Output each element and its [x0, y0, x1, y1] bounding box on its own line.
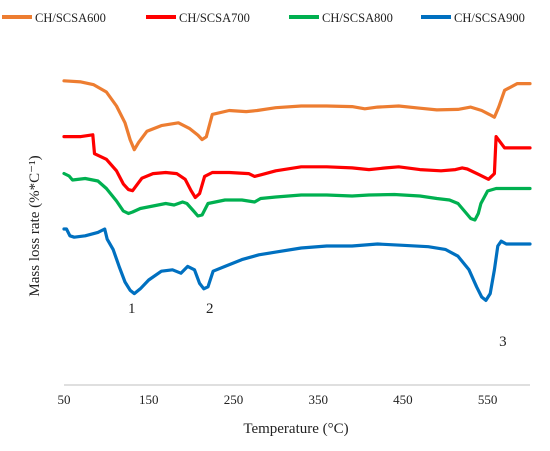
x-tick-label: 450: [393, 392, 413, 407]
series-line-ch-scsa600: [62, 79, 532, 152]
legend-item-ch-scsa600: CH/SCSA600: [2, 11, 106, 25]
legend-label: CH/SCSA800: [322, 11, 393, 25]
legend-item-ch-scsa900: CH/SCSA900: [421, 11, 525, 25]
series-line-ch-scsa800: [62, 171, 532, 222]
x-tick-label: 150: [139, 392, 159, 407]
series-line-ch-scsa700: [62, 133, 532, 200]
legend-item-ch-scsa700: CH/SCSA700: [146, 11, 250, 25]
peak-labels: 1 2 3: [128, 301, 507, 350]
x-axis-title: Temperature (°C): [243, 421, 348, 437]
peak-label: 1: [128, 301, 136, 317]
x-tick-label: 50: [58, 392, 71, 407]
y-axis-title: Mass loss rate (%*C⁻¹): [27, 155, 43, 296]
legend: CH/SCSA600 CH/SCSA700 CH/SCSA800 CH/SCSA900: [2, 11, 525, 25]
peak-label: 3: [499, 334, 507, 350]
x-axis-ticks: 50 150 250 350 450 550: [58, 392, 498, 407]
series-layer: [62, 79, 532, 302]
legend-label: CH/SCSA600: [35, 11, 106, 25]
legend-item-ch-scsa800: CH/SCSA800: [289, 11, 393, 25]
legend-label: CH/SCSA700: [179, 11, 250, 25]
x-tick-label: 550: [478, 392, 498, 407]
series-line-ch-scsa900: [62, 227, 532, 302]
x-tick-label: 250: [224, 392, 244, 407]
legend-label: CH/SCSA900: [454, 11, 525, 25]
plot-area: [62, 79, 532, 302]
peak-label: 2: [206, 301, 214, 317]
x-tick-label: 350: [308, 392, 328, 407]
